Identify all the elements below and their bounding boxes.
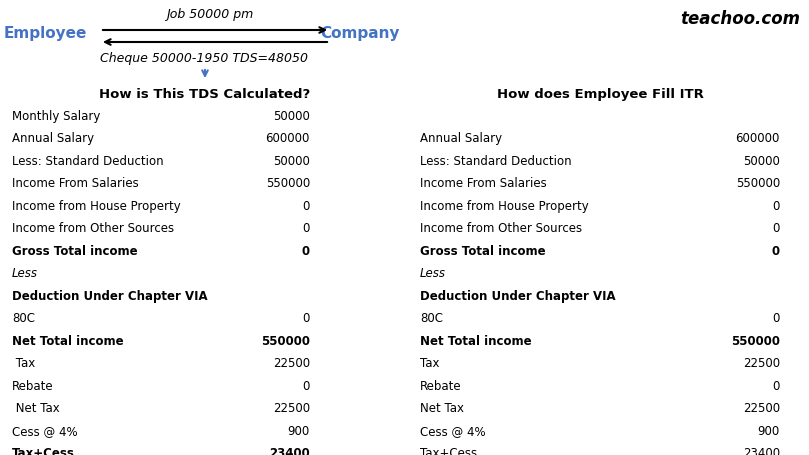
Text: 0: 0 [303,379,310,392]
Text: 900: 900 [758,424,780,437]
Text: 23400: 23400 [269,446,310,455]
Text: Tax: Tax [420,357,439,369]
Text: Deduction Under Chapter VIA: Deduction Under Chapter VIA [12,289,208,302]
Text: Rebate: Rebate [420,379,462,392]
Text: Income from House Property: Income from House Property [420,200,589,212]
Text: Cess @ 4%: Cess @ 4% [420,424,485,437]
Text: 50000: 50000 [273,155,310,167]
Text: Less: Less [12,267,38,280]
Text: How does Employee Fill ITR: How does Employee Fill ITR [497,88,704,101]
Text: 22500: 22500 [743,402,780,415]
Text: 0: 0 [302,244,310,258]
Text: 900: 900 [288,424,310,437]
Text: Net Tax: Net Tax [420,402,464,415]
Text: Gross Total income: Gross Total income [12,244,138,258]
Text: 0: 0 [772,244,780,258]
Text: Less: Standard Deduction: Less: Standard Deduction [12,155,163,167]
Text: 600000: 600000 [735,132,780,145]
Text: Employee: Employee [3,26,87,41]
Text: 0: 0 [773,312,780,325]
Text: 0: 0 [303,222,310,235]
Text: Income From Salaries: Income From Salaries [420,177,547,190]
Text: Tax+Cess: Tax+Cess [420,446,477,455]
Text: Company: Company [320,26,400,41]
Text: Income from Other Sources: Income from Other Sources [420,222,582,235]
Text: Cess @ 4%: Cess @ 4% [12,424,78,437]
Text: 0: 0 [773,200,780,212]
Text: 0: 0 [303,200,310,212]
Text: Less: Standard Deduction: Less: Standard Deduction [420,155,572,167]
Text: Tax: Tax [12,357,36,369]
Text: Income From Salaries: Income From Salaries [12,177,139,190]
Text: 550000: 550000 [735,177,780,190]
Text: 550000: 550000 [731,334,780,347]
Text: Rebate: Rebate [12,379,53,392]
Text: Net Total income: Net Total income [12,334,124,347]
Text: 50000: 50000 [273,110,310,123]
Text: 50000: 50000 [743,155,780,167]
Text: 550000: 550000 [261,334,310,347]
Text: 550000: 550000 [265,177,310,190]
Text: Net Tax: Net Tax [12,402,60,415]
Text: Annual Salary: Annual Salary [420,132,502,145]
Text: Cheque 50000-1950 TDS=48050: Cheque 50000-1950 TDS=48050 [100,52,308,65]
Text: 22500: 22500 [743,357,780,369]
Text: Less: Less [420,267,446,280]
Text: 600000: 600000 [265,132,310,145]
Text: Income from Other Sources: Income from Other Sources [12,222,174,235]
Text: Income from House Property: Income from House Property [12,200,180,212]
Text: 22500: 22500 [273,402,310,415]
Text: Annual Salary: Annual Salary [12,132,94,145]
Text: 23400: 23400 [743,446,780,455]
Text: Net Total income: Net Total income [420,334,532,347]
Text: 0: 0 [303,312,310,325]
Text: Tax+Cess: Tax+Cess [12,446,75,455]
Text: 80C: 80C [420,312,443,325]
Text: teachoo.com: teachoo.com [680,10,800,28]
Text: Gross Total income: Gross Total income [420,244,545,258]
Text: 0: 0 [773,379,780,392]
Text: Job 50000 pm: Job 50000 pm [167,8,254,21]
Text: Monthly Salary: Monthly Salary [12,110,100,123]
Text: 22500: 22500 [273,357,310,369]
Text: Deduction Under Chapter VIA: Deduction Under Chapter VIA [420,289,616,302]
Text: 0: 0 [773,222,780,235]
Text: How is This TDS Calculated?: How is This TDS Calculated? [100,88,311,101]
Text: 80C: 80C [12,312,35,325]
